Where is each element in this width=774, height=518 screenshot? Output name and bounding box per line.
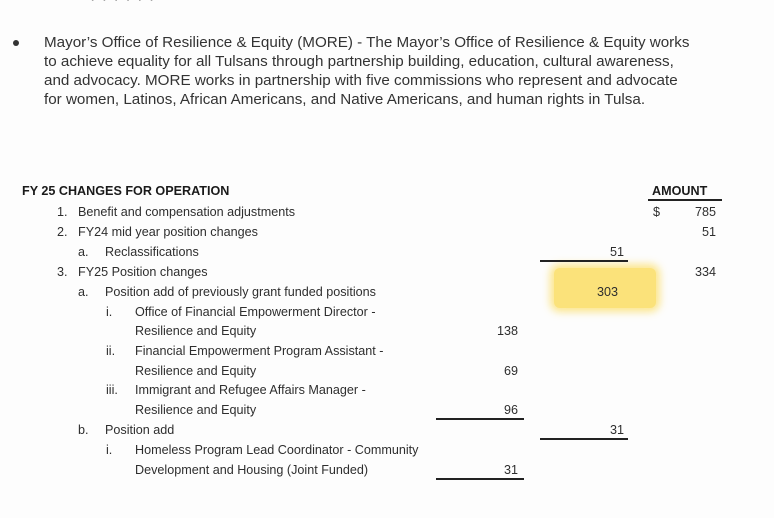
- bullet-icon: [13, 40, 19, 46]
- row-marker: i.: [106, 443, 113, 457]
- row-marker: ii.: [106, 344, 116, 358]
- row-label: Position add of previously grant funded …: [105, 285, 376, 299]
- partial-top-line: · · · · · ·: [90, 0, 155, 9]
- row-marker: 2.: [57, 225, 68, 239]
- paragraph-line: Mayor’s Office of Resilience & Equity (M…: [44, 34, 690, 51]
- row-label: FY24 mid year position changes: [78, 225, 258, 239]
- row-label: Immigrant and Refugee Affairs Manager -: [135, 383, 366, 397]
- row-subtotal: 51: [609, 245, 624, 259]
- amount-header-underline: [648, 199, 722, 201]
- row-label: Resilience and Equity: [135, 403, 257, 417]
- detail-underline: [436, 478, 524, 480]
- row-label: Office of Financial Empowerment Director…: [135, 305, 376, 319]
- row-marker: 1.: [57, 205, 68, 219]
- row-subtotal: 31: [609, 423, 624, 437]
- row-label: Benefit and compensation adjustments: [78, 205, 296, 219]
- subtotal-underline: [540, 260, 628, 262]
- currency-symbol: $: [653, 205, 661, 219]
- paragraph-line: for women, Latinos, African Americans, a…: [44, 91, 646, 108]
- row-marker: 3.: [57, 265, 68, 279]
- row-amount: 51: [701, 225, 716, 239]
- paragraph-line: and advocacy. MORE works in partnership …: [44, 72, 678, 89]
- row-marker: a.: [78, 285, 89, 299]
- row-marker: b.: [78, 423, 89, 437]
- detail-underline: [436, 418, 524, 420]
- row-detail: 96: [503, 403, 518, 417]
- row-subtotal: 303: [597, 285, 619, 299]
- row-label: FY25 Position changes: [78, 265, 208, 279]
- row-detail: 69: [503, 364, 518, 378]
- row-amount: 785: [694, 205, 716, 219]
- more-description-paragraph: Mayor’s Office of Resilience & Equity (M…: [44, 33, 764, 109]
- row-marker: a.: [78, 245, 89, 259]
- row-marker: i.: [106, 305, 113, 319]
- row-label: Resilience and Equity: [135, 324, 257, 338]
- row-detail: 31: [503, 463, 518, 477]
- row-label: Reclassifications: [105, 245, 199, 259]
- row-detail: 138: [496, 324, 518, 338]
- row-label: Position add: [105, 423, 175, 437]
- row-label: Resilience and Equity: [135, 364, 257, 378]
- row-label: Development and Housing (Joint Funded): [135, 463, 369, 477]
- row-amount: 334: [694, 265, 716, 279]
- table-heading: FY 25 CHANGES FOR OPERATION: [22, 184, 230, 198]
- amount-header: AMOUNT: [652, 184, 708, 198]
- paragraph-line: to achieve equality for all Tulsans thro…: [44, 53, 674, 70]
- row-label: Homeless Program Lead Coordinator - Comm…: [135, 443, 419, 457]
- row-label: Financial Empowerment Program Assistant …: [135, 344, 384, 358]
- subtotal-underline: [540, 438, 628, 440]
- highlight-303: [554, 268, 656, 308]
- row-marker: iii.: [106, 383, 118, 397]
